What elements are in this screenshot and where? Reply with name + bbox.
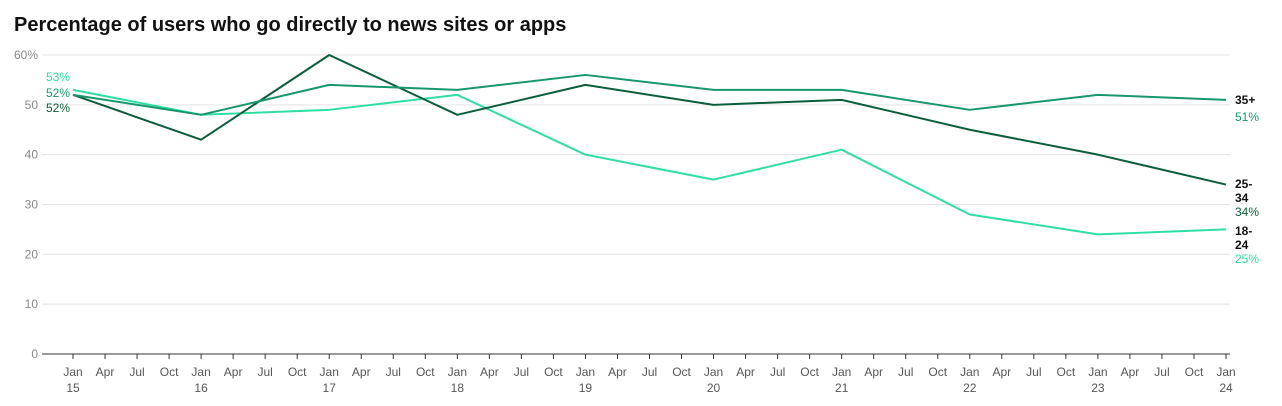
x-tick-label: Jan (191, 365, 210, 379)
x-tick-label: Apr (1121, 365, 1140, 379)
x-tick-label: Apr (480, 365, 499, 379)
x-tick-year: 16 (194, 381, 208, 395)
x-tick-label: Oct (800, 365, 819, 379)
x-tick-label: Jul (642, 365, 657, 379)
y-tick-label: 60% (14, 48, 38, 62)
x-tick-year: 23 (1091, 381, 1105, 395)
start-label-25-34: 52% (46, 101, 70, 115)
x-tick-label: Oct (928, 365, 947, 379)
x-tick-label: Apr (608, 365, 627, 379)
y-tick-label: 0 (31, 347, 38, 361)
series-line-35+ (72, 73, 1227, 116)
x-tick-label: Jul (1026, 365, 1041, 379)
x-tick-label: Oct (416, 365, 435, 379)
y-tick-label: 10 (25, 297, 39, 311)
x-tick-label: Jan (832, 365, 851, 379)
x-tick-year: 17 (323, 381, 337, 395)
x-tick-label: Jul (129, 365, 144, 379)
end-value-label-35+: 51% (1235, 110, 1259, 124)
x-tick-year: 18 (451, 381, 465, 395)
x-tick-label: Jan (576, 365, 595, 379)
end-value-label-18-24: 25% (1235, 252, 1259, 266)
x-tick-label: Jan (704, 365, 723, 379)
x-tick-label: Jul (770, 365, 785, 379)
x-tick-label: Apr (224, 365, 243, 379)
end-series-name: 35+ (1235, 93, 1255, 107)
x-tick-year: 21 (835, 381, 849, 395)
x-tick-label: Apr (96, 365, 115, 379)
x-tick-year: 20 (707, 381, 721, 395)
x-tick-label: Jan (1088, 365, 1107, 379)
x-tick-label: Oct (1185, 365, 1204, 379)
start-label-18-24: 53% (46, 70, 70, 84)
y-tick-label: 20 (25, 247, 39, 261)
x-tick-label: Apr (352, 365, 371, 379)
x-tick-label: Jan (1216, 365, 1235, 379)
x-tick-year: 24 (1219, 381, 1233, 395)
chart-title: Percentage of users who go directly to n… (14, 14, 567, 36)
end-series-name: 24 (1235, 238, 1249, 252)
x-tick-label: Jan (448, 365, 467, 379)
series-line-18-24 (72, 88, 1227, 236)
x-tick-year: 22 (963, 381, 977, 395)
x-tick-label: Oct (288, 365, 307, 379)
start-label-35+: 52% (46, 86, 70, 100)
y-tick-label: 30 (25, 198, 39, 212)
x-tick-label: Jan (320, 365, 339, 379)
y-tick-label: 40 (25, 148, 39, 162)
x-tick-label: Jul (898, 365, 913, 379)
x-tick-label: Jul (514, 365, 529, 379)
x-tick-label: Jul (257, 365, 272, 379)
x-tick-label: Jul (386, 365, 401, 379)
x-tick-label: Jul (1154, 365, 1169, 379)
x-tick-label: Apr (992, 365, 1011, 379)
series-line-25-34 (72, 54, 1227, 186)
end-value-label-25-34: 34% (1235, 205, 1259, 219)
end-series-name: 25- (1235, 177, 1252, 191)
x-tick-year: 15 (66, 381, 80, 395)
end-series-name: 18- (1235, 224, 1252, 238)
x-tick-label: Oct (1057, 365, 1076, 379)
x-tick-label: Jan (960, 365, 979, 379)
x-tick-year: 19 (579, 381, 593, 395)
x-tick-label: Jan (63, 365, 82, 379)
x-tick-label: Apr (864, 365, 883, 379)
x-tick-label: Oct (544, 365, 563, 379)
x-tick-label: Apr (736, 365, 755, 379)
x-tick-label: Oct (160, 365, 179, 379)
end-series-name: 34 (1235, 191, 1249, 205)
x-tick-label: Oct (672, 365, 691, 379)
y-tick-label: 50 (25, 98, 39, 112)
